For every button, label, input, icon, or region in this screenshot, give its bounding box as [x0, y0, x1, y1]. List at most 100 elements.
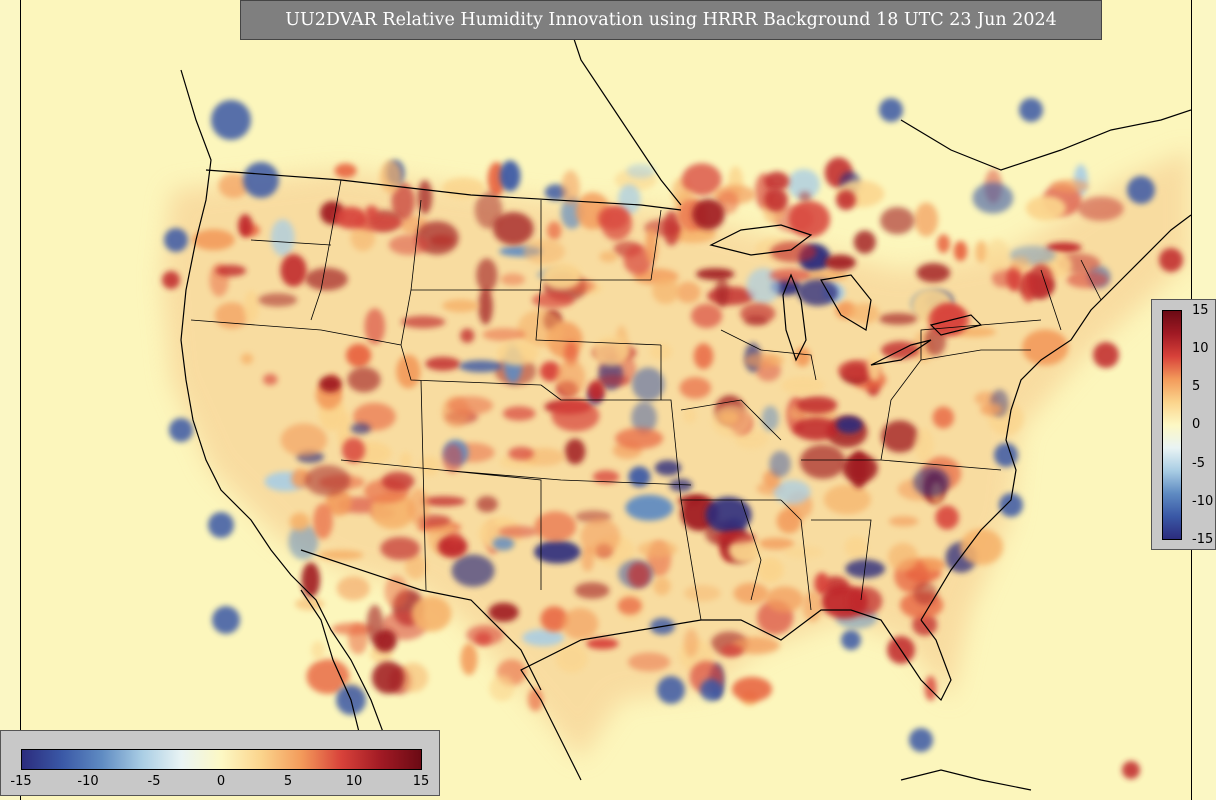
innovation-patch	[492, 536, 515, 551]
innovation-patch	[637, 540, 678, 558]
innovation-patch	[384, 575, 409, 609]
colorbar-horizontal: -15 -10 -5 0 5 10 15	[0, 730, 440, 796]
innovation-patch	[474, 631, 492, 646]
innovation-patch	[679, 377, 712, 399]
innovation-patch	[615, 427, 664, 450]
innovation-patch	[627, 562, 651, 588]
innovation-patch	[474, 191, 503, 229]
innovation-patch	[744, 352, 779, 369]
innovation-patch	[676, 281, 701, 304]
innovation-patch	[399, 452, 412, 469]
innovation-patch	[631, 367, 665, 402]
innovation-patch	[718, 410, 740, 425]
colorbar-h-tick: 15	[412, 774, 430, 789]
innovation-patch	[878, 313, 918, 325]
innovation-patch	[192, 229, 235, 251]
lake-huron	[820, 274, 872, 331]
innovation-patch	[712, 531, 756, 544]
innovation-patch	[354, 214, 403, 232]
negative-innovation-spot	[169, 418, 193, 442]
innovation-patch	[783, 545, 824, 559]
hudson-bay-shore	[560, 0, 682, 206]
innovation-patch	[411, 596, 452, 632]
innovation-patch	[379, 160, 402, 194]
innovation-patch	[1050, 179, 1089, 193]
innovation-patch	[1022, 329, 1069, 366]
innovation-patch	[280, 423, 328, 457]
negative-innovation-spot	[243, 162, 279, 198]
innovation-patch	[618, 184, 641, 215]
innovation-patch	[596, 374, 631, 387]
innovation-patch	[448, 531, 462, 544]
innovation-patch	[263, 373, 278, 386]
innovation-patch	[539, 361, 561, 382]
innovation-patch	[1046, 242, 1082, 253]
innovation-patch	[914, 202, 939, 237]
innovation-patch	[364, 205, 379, 219]
innovation-patch	[401, 315, 446, 329]
innovation-patch	[720, 644, 743, 657]
innovation-patch	[593, 336, 631, 367]
lake-michigan	[782, 273, 807, 362]
innovation-patch	[492, 212, 534, 245]
innovation-patch	[459, 360, 503, 373]
innovation-patch	[814, 572, 830, 595]
innovation-patch	[336, 576, 370, 601]
positive-innovation-spot	[836, 190, 856, 210]
innovation-patch	[916, 263, 951, 283]
innovation-patch	[561, 170, 580, 206]
west-coastline	[180, 69, 402, 791]
innovation-patch	[914, 428, 934, 463]
innovation-patch	[381, 471, 415, 491]
innovation-patch	[331, 622, 374, 636]
innovation-patch	[561, 608, 599, 640]
innovation-patch	[913, 581, 938, 605]
innovation-patch	[867, 351, 882, 382]
innovation-patch	[761, 405, 779, 432]
cuba	[900, 769, 1032, 791]
colorbar-h-tick: -5	[147, 774, 161, 789]
innovation-patch	[451, 554, 495, 587]
innovation-patch	[342, 437, 366, 463]
innovation-patch	[597, 206, 628, 230]
innovation-patch	[770, 241, 817, 263]
innovation-patch	[371, 661, 405, 694]
canada-east-coast	[900, 109, 1191, 171]
innovation-patch	[787, 169, 821, 200]
innovation-patch	[417, 180, 433, 214]
east-coast	[920, 214, 1191, 621]
innovation-patch	[502, 406, 536, 421]
innovation-patch	[243, 290, 260, 324]
innovation-patch	[499, 160, 521, 192]
colorbar-h-tick: 5	[283, 774, 293, 789]
colorbar-horizontal-gradient	[21, 749, 422, 770]
innovation-patch	[881, 420, 919, 453]
map-canvas	[161, 0, 1191, 791]
innovation-patch	[691, 303, 723, 329]
innovation-patch	[797, 279, 839, 306]
negative-innovation-spot	[1127, 176, 1155, 204]
positive-innovation-spot	[1122, 761, 1140, 779]
innovation-patch	[683, 628, 699, 658]
negative-innovation-spot	[212, 606, 240, 634]
colorbar-h-tick: 10	[345, 774, 363, 789]
innovation-patch	[788, 200, 831, 238]
innovation-patch	[350, 422, 371, 435]
innovation-patch	[599, 251, 618, 263]
innovation-patch	[888, 542, 918, 572]
innovation-patch	[311, 641, 325, 660]
innovation-patch	[652, 277, 680, 304]
innovation-patch	[496, 340, 539, 366]
innovation-patch	[478, 288, 493, 325]
map-panel[interactable]	[20, 0, 1192, 800]
innovation-patch	[404, 553, 427, 580]
innovation-patch	[547, 221, 562, 240]
innovation-patch	[319, 375, 342, 393]
innovation-patch	[693, 343, 714, 370]
innovation-patch	[317, 549, 364, 561]
innovation-patch	[534, 511, 577, 542]
colorbar-vertical: 15 10 5 0 -5 -10 -15	[1151, 299, 1216, 550]
innovation-patch	[442, 443, 463, 473]
innovation-patch	[270, 219, 295, 257]
innovation-patch	[442, 299, 479, 313]
